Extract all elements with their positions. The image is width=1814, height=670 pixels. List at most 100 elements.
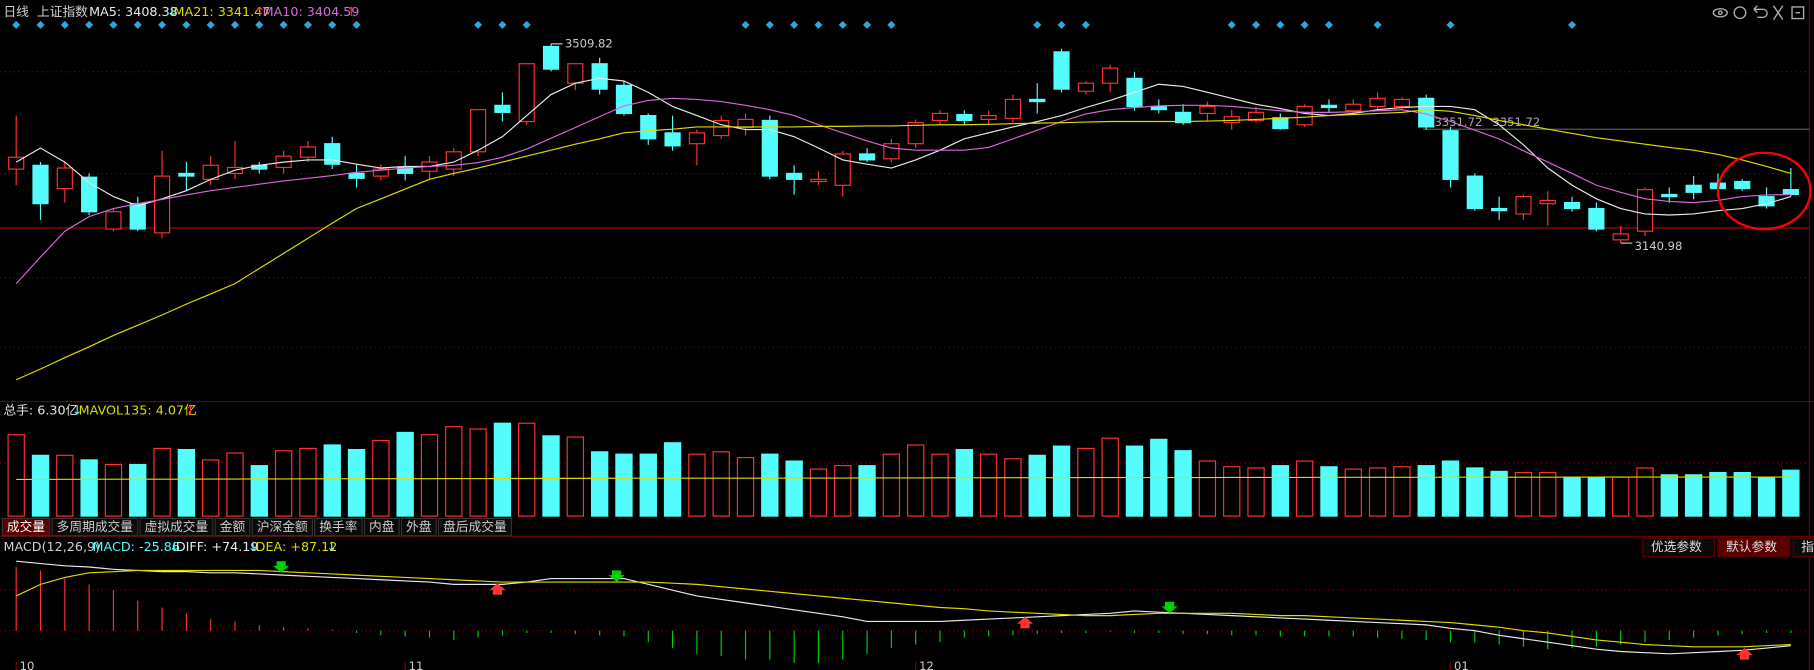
undo-icon[interactable] (1753, 5, 1768, 19)
arrow: ↓ (326, 539, 337, 554)
diamond (85, 20, 94, 29)
tab-label[interactable]: 金额 (220, 519, 246, 534)
volume-bar (445, 426, 463, 517)
arrow: ↓ (248, 539, 259, 554)
candle-body (956, 113, 973, 122)
candle-body (1588, 207, 1605, 230)
tab[interactable]: 外盘 (400, 517, 437, 537)
candle-body (858, 153, 876, 161)
diamond (838, 20, 847, 29)
candle-body (1175, 111, 1192, 124)
candle-body (1102, 67, 1119, 84)
macd-legend: MACD: -25.86 (93, 539, 180, 554)
diamond (1373, 20, 1382, 29)
candle-body (931, 112, 949, 122)
button-bg[interactable] (1717, 537, 1791, 558)
period: 日线 (3, 4, 29, 19)
volume-bar (226, 452, 244, 517)
diamond (36, 20, 45, 29)
arrow: ↓ (167, 4, 178, 19)
mavol-legend: MAVOL135: 4.07亿 (79, 402, 197, 417)
diamond (109, 20, 118, 29)
volume-bar (736, 457, 755, 517)
candle-body (1029, 98, 1046, 103)
toolbar-icons[interactable] (1712, 5, 1805, 21)
volume-bar (31, 454, 50, 517)
candle-body (56, 167, 73, 190)
candle-body (81, 176, 98, 213)
diff-legend: DIFF: +74.19 (176, 539, 259, 554)
candle-body (567, 63, 584, 84)
tab-label[interactable]: 盘后成交量 (443, 519, 507, 534)
button-label[interactable]: 指标 (1801, 539, 1814, 554)
tab[interactable]: 沪深金额 (251, 517, 313, 537)
tab[interactable]: 成交量 (1, 517, 51, 537)
tab-label[interactable]: 换手率 (319, 519, 357, 534)
candle-body (615, 84, 633, 115)
diamond (498, 20, 507, 29)
tab[interactable]: 金额 (214, 517, 251, 537)
arrow: ↓ (72, 402, 83, 417)
diamond (1300, 20, 1309, 29)
button-bg[interactable] (1642, 537, 1716, 558)
volume-bar (663, 442, 682, 517)
tab[interactable]: 虚拟成交量 (139, 517, 214, 537)
tab[interactable]: 盘后成交量 (437, 517, 512, 537)
candle-body (1539, 199, 1556, 205)
candle-body (1636, 189, 1654, 232)
candle-body (640, 115, 657, 140)
volume-bar (469, 428, 487, 517)
candle-body (1199, 105, 1216, 115)
volume-bar (1709, 471, 1727, 517)
volume-bar (688, 453, 706, 517)
diamond (741, 20, 750, 29)
volume-bar (420, 434, 439, 517)
volume-bar (347, 448, 366, 517)
tab-label[interactable]: 虚拟成交量 (145, 519, 209, 534)
volume-total: 总手: 6.30亿 (3, 402, 78, 417)
volume-bar (979, 453, 998, 517)
candle-body (1466, 175, 1483, 210)
candle-body (1369, 97, 1386, 108)
volume-bar (1174, 450, 1192, 517)
tab-label[interactable]: 外盘 (406, 519, 432, 534)
circle-icon[interactable] (1733, 6, 1747, 20)
volume-bar (639, 453, 657, 517)
candle-body (8, 156, 25, 170)
tab-label[interactable]: 多周期成交量 (57, 519, 134, 534)
candle-body (1661, 193, 1678, 198)
tab[interactable]: 多周期成交量 (51, 517, 139, 537)
button-bg[interactable] (1792, 537, 1814, 558)
volume-bar (323, 444, 341, 517)
tab-label[interactable]: 沪深金额 (257, 519, 308, 534)
cut-icon[interactable] (1772, 5, 1784, 21)
tab-label[interactable]: 内盘 (369, 519, 395, 534)
tab[interactable]: 内盘 (363, 517, 400, 537)
volume-bar (1490, 470, 1508, 517)
tab-bg (251, 517, 313, 537)
macd-title: MACD(12,26,9) (3, 539, 100, 554)
eye-icon[interactable] (1712, 7, 1728, 18)
candle-body (834, 153, 851, 186)
candle-body (1442, 130, 1459, 180)
eye-pupil (1717, 10, 1723, 16)
volume-bar (1052, 445, 1071, 517)
tab-label[interactable]: 成交量 (7, 519, 45, 534)
candle-body (1685, 184, 1702, 193)
volume-bar (1028, 454, 1046, 517)
candle-body (32, 164, 49, 205)
candle-body (178, 172, 195, 177)
tab[interactable]: 换手率 (314, 517, 363, 537)
candle-body (1077, 82, 1094, 92)
diamond (230, 20, 240, 29)
button-label[interactable]: 优选参数 (1651, 539, 1702, 554)
expand-icon[interactable] (1791, 6, 1805, 20)
button-label[interactable]: 默认参数 (1726, 539, 1777, 554)
candle-body (713, 119, 730, 137)
dea-line (15, 569, 1791, 648)
index-name: 上证指数 (37, 4, 88, 19)
volume-bar (202, 459, 220, 517)
volume-bar (177, 448, 196, 517)
